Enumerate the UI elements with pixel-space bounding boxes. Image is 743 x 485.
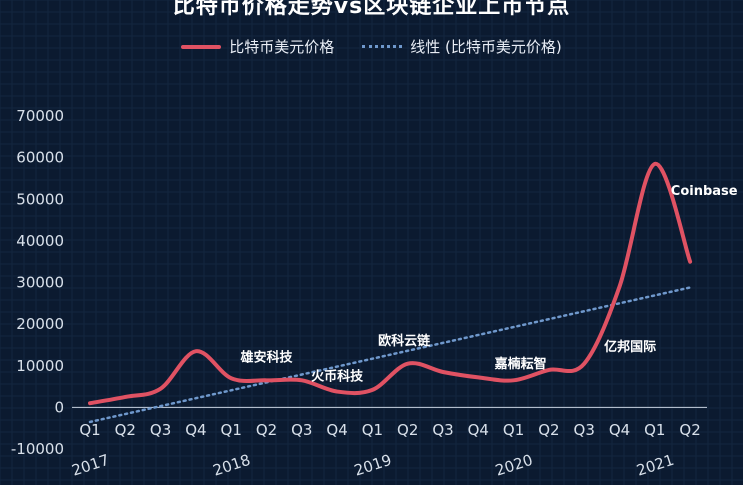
y-tick-label: 50000	[16, 190, 64, 208]
x-tick-label: Q1	[503, 421, 524, 439]
x-tick-label: Q3	[574, 421, 595, 439]
x-year-label: 2019	[352, 451, 394, 480]
x-tick-label: Q2	[397, 421, 418, 439]
annotation-label: 亿邦国际	[604, 339, 656, 355]
legend-label-trend: 线性 (比特币美元价格)	[410, 38, 562, 56]
y-tick-label: 0	[54, 398, 64, 416]
x-tick-label: Q2	[538, 421, 559, 439]
annotation-label: 嘉楠耘智	[494, 356, 547, 372]
legend-swatch-trend	[362, 45, 403, 48]
y-tick-label: 60000	[16, 149, 64, 167]
x-year-label: 2021	[634, 451, 676, 480]
x-year-label: 2020	[493, 451, 535, 480]
x-tick-label: Q4	[468, 421, 489, 439]
annotation-label: Coinbase	[671, 184, 738, 199]
y-tick-label: 40000	[16, 232, 64, 250]
annotation-label: 欧科云链	[378, 333, 431, 349]
x-tick-label: Q1	[644, 421, 665, 439]
x-tick-label: Q3	[150, 421, 171, 439]
legend-swatch-price	[181, 44, 222, 49]
x-tick-label: Q2	[679, 421, 700, 439]
x-tick-label: Q4	[609, 421, 630, 439]
y-tick-label: 20000	[16, 315, 64, 333]
legend-label-price: 比特币美元价格	[229, 38, 335, 56]
price-line	[88, 161, 693, 406]
x-tick-label: Q4	[326, 421, 347, 439]
legend: 比特币美元价格 线性 (比特币美元价格)	[0, 36, 743, 57]
x-tick-label: Q1	[79, 421, 100, 439]
y-tick-label: 10000	[16, 357, 64, 375]
x-year-label: 2017	[70, 451, 112, 480]
legend-item-price: 比特币美元价格	[181, 36, 334, 57]
chart-title: 比特币价格走势vs区块链企业上市节点	[172, 0, 571, 19]
y-tick-label: 30000	[16, 274, 64, 292]
x-year-label: 2018	[211, 451, 253, 480]
x-tick-label: Q2	[115, 421, 136, 439]
x-tick-label: Q1	[362, 421, 383, 439]
legend-item-trend: 线性 (比特币美元价格)	[362, 36, 562, 57]
trend-line	[88, 286, 692, 424]
x-tick-label: Q2	[256, 421, 277, 439]
x-tick-label: Q3	[291, 421, 312, 439]
y-tick-label: 70000	[16, 107, 64, 125]
x-tick-label: Q3	[432, 421, 453, 439]
annotation-label: 火币科技	[311, 368, 364, 384]
x-tick-label: Q4	[185, 421, 206, 439]
y-tick-label: -10000	[11, 440, 64, 458]
x-tick-label: Q1	[221, 421, 242, 439]
annotation-label: 雄安科技	[239, 350, 293, 366]
